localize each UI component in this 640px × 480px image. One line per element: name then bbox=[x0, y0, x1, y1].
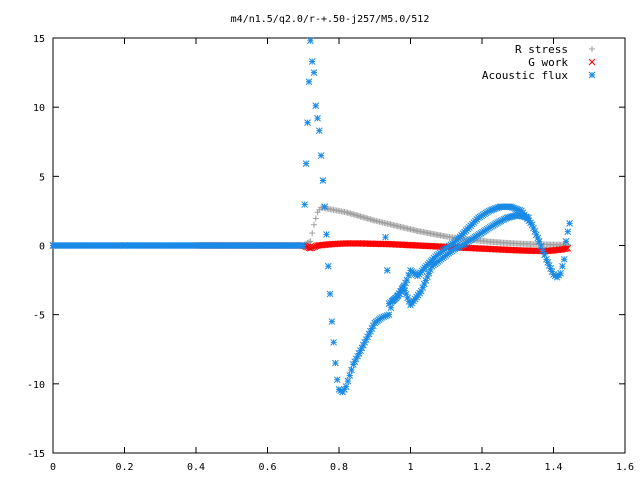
data-point bbox=[530, 224, 537, 232]
y-tick-label: 0 bbox=[39, 242, 45, 253]
data-point bbox=[557, 269, 565, 277]
series-2 bbox=[49, 37, 573, 396]
data-point bbox=[525, 214, 532, 222]
data-point bbox=[319, 177, 327, 184]
legend-marker bbox=[589, 46, 595, 52]
data-point bbox=[324, 262, 332, 270]
data-point bbox=[305, 78, 313, 86]
data-point bbox=[328, 318, 336, 325]
data-point bbox=[321, 203, 329, 211]
data-point bbox=[564, 228, 572, 236]
y-tick-label: 15 bbox=[33, 34, 45, 45]
legend-label: Acoustic flux bbox=[482, 69, 568, 82]
data-point bbox=[566, 220, 573, 227]
data-point bbox=[564, 244, 572, 252]
y-tick-label: 5 bbox=[39, 172, 45, 183]
data-point bbox=[310, 69, 318, 76]
data-point bbox=[299, 242, 307, 249]
y-tick-label: -5 bbox=[33, 311, 45, 322]
data-point bbox=[302, 160, 310, 167]
data-point bbox=[562, 237, 570, 245]
x-tick-label: 1 bbox=[407, 462, 413, 473]
data-point bbox=[383, 267, 391, 274]
x-tick-label: 1.4 bbox=[544, 462, 562, 473]
legend-marker bbox=[588, 58, 596, 66]
data-point bbox=[307, 238, 314, 245]
chart-title: m4/n1.5/q2.0/r-+.50-j257/M5.0/512 bbox=[231, 14, 430, 25]
data-point bbox=[358, 344, 366, 352]
data-point bbox=[317, 152, 325, 159]
x-tick-label: 0.2 bbox=[115, 462, 133, 473]
data-point bbox=[332, 359, 339, 367]
x-tick-label: 0 bbox=[50, 462, 56, 473]
legend-label: G work bbox=[528, 56, 568, 69]
data-point bbox=[385, 311, 393, 319]
data-point bbox=[559, 262, 566, 270]
data-point bbox=[309, 230, 316, 237]
y-tick-label: 10 bbox=[33, 103, 45, 114]
data-point bbox=[301, 201, 309, 208]
data-point bbox=[308, 58, 316, 65]
data-point bbox=[344, 377, 352, 385]
x-tick-label: 1.6 bbox=[616, 462, 634, 473]
legend-label: R stress bbox=[515, 43, 568, 56]
legend-marker bbox=[588, 71, 596, 79]
y-axis: -15 -10 -5 0 5 10 15 bbox=[27, 34, 625, 460]
data-point bbox=[399, 283, 407, 291]
x-axis: 0 0.2 0.4 0.6 0.8 1 1.2 1.4 1.6 bbox=[50, 38, 634, 473]
data-point bbox=[560, 255, 568, 263]
y-tick-label: -15 bbox=[27, 449, 45, 460]
x-tick-label: 0.6 bbox=[258, 462, 276, 473]
data-point bbox=[382, 233, 389, 241]
data-point bbox=[310, 221, 317, 228]
series-layer bbox=[49, 37, 573, 396]
x-tick-label: 0.8 bbox=[330, 462, 348, 473]
x-tick-label: 0.4 bbox=[187, 462, 205, 473]
data-point bbox=[326, 290, 334, 298]
data-point bbox=[304, 119, 311, 127]
data-point bbox=[314, 114, 321, 122]
data-point bbox=[312, 215, 319, 222]
data-point bbox=[531, 228, 539, 235]
data-point bbox=[346, 372, 354, 379]
data-point bbox=[312, 102, 320, 110]
data-point bbox=[348, 366, 355, 374]
x-tick-label: 1.2 bbox=[473, 462, 491, 473]
data-point bbox=[315, 127, 323, 135]
data-point bbox=[534, 234, 542, 242]
data-point bbox=[528, 221, 536, 229]
data-point bbox=[563, 245, 570, 252]
data-point bbox=[323, 231, 330, 238]
data-point bbox=[342, 383, 350, 390]
data-point bbox=[307, 37, 314, 45]
data-point bbox=[333, 376, 341, 384]
y-tick-label: -10 bbox=[27, 380, 45, 391]
data-point bbox=[330, 338, 337, 346]
